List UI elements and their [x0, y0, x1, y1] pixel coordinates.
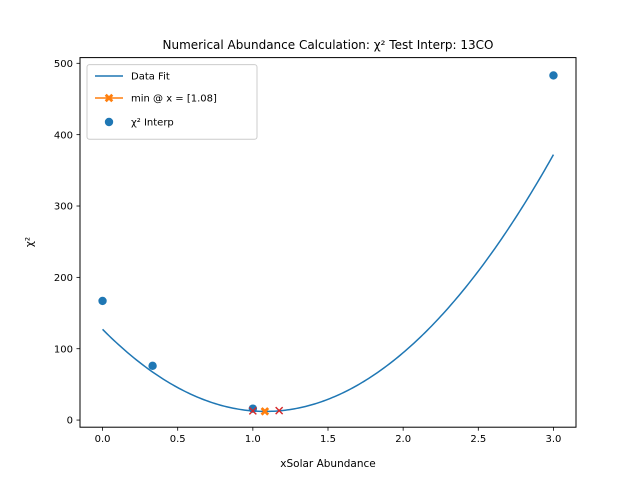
data-point	[98, 296, 107, 306]
x-axis-label: xSolar Abundance	[280, 458, 375, 470]
y-tick-label: 0	[67, 416, 73, 427]
legend-point-swatch	[104, 117, 114, 127]
plot-frame	[79, 57, 577, 428]
data-point	[148, 361, 157, 371]
x-tick-label: 1.0	[245, 434, 261, 445]
legend: Data Fit min @ x = [1.08] χ² Interp	[86, 64, 258, 140]
y-tick-label: 100	[54, 344, 73, 355]
y-tick-label: 200	[54, 273, 73, 284]
bound-marker	[248, 406, 257, 415]
legend-label: χ² Interp	[131, 118, 174, 129]
y-tick-label: 500	[54, 59, 73, 70]
bound-marker	[275, 406, 284, 415]
legend-label: min @ x = [1.08]	[131, 94, 217, 105]
legend-box	[86, 64, 258, 140]
x-tick-label: 0.5	[170, 434, 186, 445]
legend-min-swatch-marker	[104, 93, 114, 103]
x-tick-label: 3.0	[546, 434, 562, 445]
legend-label: Data Fit	[131, 72, 170, 83]
fit-line	[102, 154, 555, 413]
x-tick-label: 2.5	[470, 434, 486, 445]
chart-title: Numerical Abundance Calculation: χ² Test…	[163, 38, 494, 52]
y-axis-label: χ²	[24, 237, 36, 247]
x-tick-label: 1.5	[320, 434, 336, 445]
data-point	[549, 71, 558, 80]
x-tick-label: 0.0	[95, 434, 111, 445]
y-tick-label: 400	[54, 130, 73, 141]
data-point	[248, 404, 258, 413]
min-marker	[260, 407, 270, 416]
x-tick-label: 2.0	[395, 434, 411, 445]
y-tick-label: 300	[54, 202, 73, 213]
